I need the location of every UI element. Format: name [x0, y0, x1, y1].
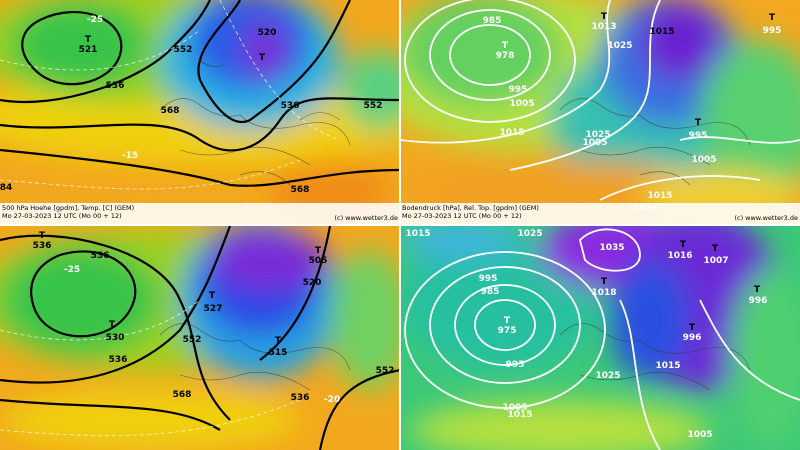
- contour-label: 568: [291, 185, 310, 195]
- contour-label: T: [689, 323, 696, 333]
- contour-label: -25: [64, 265, 80, 275]
- contour-label: T: [504, 316, 511, 326]
- contour-label: 552: [364, 101, 383, 111]
- contour-label: 1005: [509, 99, 534, 109]
- panel-surface-pressure-2: [401, 226, 800, 450]
- contour-label: 1015: [647, 191, 672, 201]
- contour-label: 520: [258, 28, 277, 38]
- contour-label: T: [259, 53, 266, 63]
- contour-label: T: [680, 240, 687, 250]
- contour-label: 975: [498, 326, 517, 336]
- contour-label: 995: [763, 26, 782, 36]
- copyright: (c) www.wetter3.de: [334, 214, 398, 222]
- contour-label: 568: [173, 390, 192, 400]
- contour-label: 1005: [691, 155, 716, 165]
- contour-label: T: [712, 244, 719, 254]
- caption: 500 hPa Hoehe [gpdm], Temp. [C] (GEM): [2, 204, 134, 212]
- contour-label: 995: [509, 85, 528, 95]
- contour-label: -20: [324, 395, 340, 405]
- contour-label: 1005: [582, 138, 607, 148]
- contour-label: -15: [122, 151, 138, 161]
- contour-label: T: [39, 231, 46, 241]
- contour-label: 1025: [595, 371, 620, 381]
- contour-label: T: [769, 13, 776, 23]
- contour-label: 1016: [667, 251, 692, 261]
- contour-label: 530: [106, 333, 125, 343]
- contour-label: 505: [309, 256, 328, 266]
- contour-label: 1035: [599, 243, 624, 253]
- contour-label: -25: [87, 15, 103, 25]
- caption: Bodendruck [hPa], Rel. Top. [gpdm] (GEM): [402, 204, 539, 212]
- contour-label: 995: [479, 274, 498, 284]
- contour-label: 568: [161, 106, 180, 116]
- contour-label: T: [85, 35, 92, 45]
- contour-label: T: [695, 118, 702, 128]
- contour-label: 995: [689, 131, 708, 141]
- contour-label: 1015: [499, 128, 524, 138]
- contour-label: 1007: [703, 256, 728, 266]
- panel-500hpa: [0, 0, 399, 224]
- contour-label: 995: [506, 360, 525, 370]
- panel-500hpa-2: [0, 226, 399, 450]
- contour-label: 536: [281, 101, 300, 111]
- contour-label: 536: [33, 241, 52, 251]
- contour-label: 527: [204, 304, 223, 314]
- contour-label: T: [601, 12, 608, 22]
- contour-label: 1014: [633, 203, 658, 213]
- contour-label: 1015: [655, 361, 680, 371]
- contour-label: 1015: [507, 410, 532, 420]
- contour-label: T: [109, 320, 116, 330]
- contour-label: 536: [106, 81, 125, 91]
- contour-label: 1025: [607, 41, 632, 51]
- contour-label: 1018: [591, 288, 616, 298]
- contour-label: 521: [79, 45, 98, 55]
- caption: Mo 27-03-2023 12 UTC (Mo 00 + 12): [402, 212, 522, 220]
- panel-surface-pressure: [401, 0, 800, 224]
- contour-label: 536: [291, 393, 310, 403]
- contour-label: 1025: [0, 0, 13, 3]
- contour-label: 996: [749, 296, 768, 306]
- copyright: (c) www.wetter3.de: [734, 214, 798, 222]
- contour-label: T: [209, 291, 216, 301]
- contour-label: T: [601, 277, 608, 287]
- contour-label: T: [315, 246, 322, 256]
- contour-label: T: [754, 285, 761, 295]
- contour-label: T: [275, 336, 282, 346]
- contour-label: 1015: [405, 229, 430, 239]
- contour-label: 552: [174, 45, 193, 55]
- contour-label: 552: [376, 366, 395, 376]
- contour-label: 1015: [649, 27, 674, 37]
- contour-label: 520: [303, 278, 322, 288]
- contour-label: 536: [91, 251, 110, 261]
- contour-label: T: [502, 41, 509, 51]
- contour-label: 985: [481, 287, 500, 297]
- contour-label: 515: [269, 348, 288, 358]
- contour-label: 1025: [585, 130, 610, 140]
- contour-label: 552: [183, 335, 202, 345]
- contour-label: 978: [496, 51, 515, 61]
- contour-label: 996: [683, 333, 702, 343]
- contour-label: 985: [483, 16, 502, 26]
- contour-label: 1013: [591, 22, 616, 32]
- contour-label: 1005: [502, 403, 527, 413]
- contour-label: 1005: [687, 430, 712, 440]
- contour-label: 84: [0, 183, 12, 193]
- caption: Mo 27-03-2023 12 UTC (Mo 00 + 12): [2, 212, 122, 220]
- contour-label: 536: [109, 355, 128, 365]
- contour-label: 1025: [517, 229, 542, 239]
